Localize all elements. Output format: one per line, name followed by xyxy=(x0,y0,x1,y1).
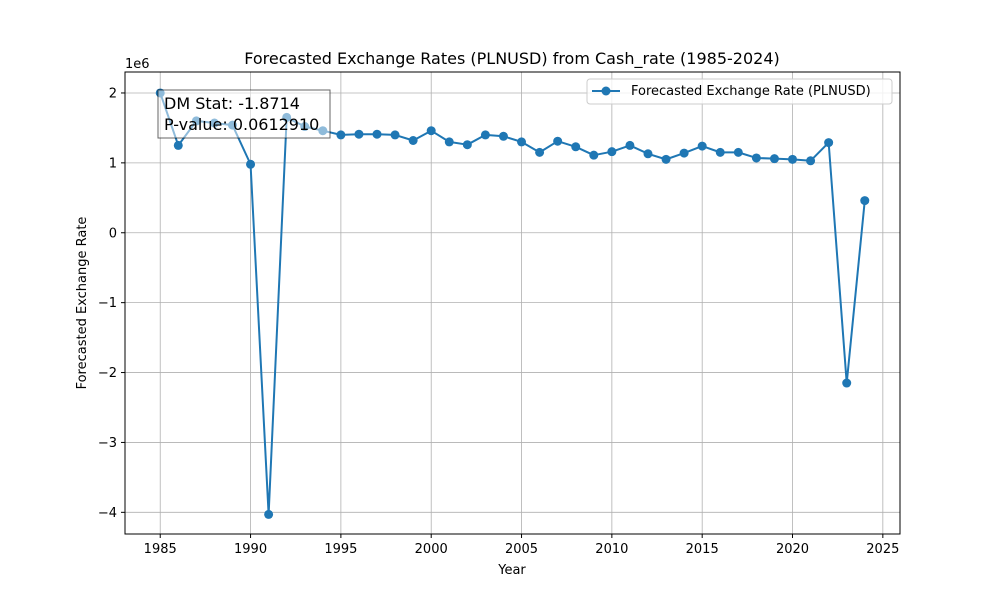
x-tick-label: 2015 xyxy=(686,542,719,557)
data-point xyxy=(336,130,346,140)
y-tick-label: 0 xyxy=(109,226,117,241)
data-point xyxy=(824,138,834,148)
data-point xyxy=(788,154,798,164)
data-point xyxy=(517,137,527,147)
x-tick-label: 2010 xyxy=(595,542,628,557)
legend-label: Forecasted Exchange Rate (PLNUSD) xyxy=(631,84,871,99)
x-tick-label: 1985 xyxy=(144,542,177,557)
y-axis-title: Forecasted Exchange Rate xyxy=(75,217,90,390)
x-axis-title: Year xyxy=(497,563,526,578)
data-point xyxy=(769,154,779,164)
y-tick-label: 1 xyxy=(109,156,117,171)
annotation-p-value: P-value: 0.0612910 xyxy=(164,115,319,134)
data-point xyxy=(715,147,725,157)
data-point xyxy=(408,135,418,145)
y-tick-label: −4 xyxy=(98,506,117,521)
y-axis: −4 −3 −2 −1 0 1 2 xyxy=(98,86,125,521)
data-point xyxy=(535,147,545,157)
data-point xyxy=(697,141,707,151)
data-point xyxy=(426,126,436,136)
data-point xyxy=(751,153,761,163)
data-point xyxy=(173,140,183,150)
x-tick-label: 2005 xyxy=(505,542,538,557)
y-tick-label: −1 xyxy=(98,296,117,311)
annotation-box xyxy=(157,89,331,139)
data-point xyxy=(589,150,599,160)
data-point xyxy=(806,156,816,166)
legend: Forecasted Exchange Rate (PLNUSD) xyxy=(586,78,893,105)
data-point xyxy=(444,137,454,147)
data-point xyxy=(354,129,364,139)
data-point xyxy=(372,129,382,139)
data-point xyxy=(553,136,563,146)
x-tick-label: 2020 xyxy=(776,542,809,557)
annotation-dm-stat: DM Stat: -1.8714 xyxy=(164,94,300,113)
data-point xyxy=(643,149,653,159)
data-point xyxy=(264,509,274,519)
chart-title: Forecasted Exchange Rates (PLNUSD) from … xyxy=(244,49,780,69)
data-point xyxy=(571,142,581,152)
grid xyxy=(125,72,900,534)
series-line xyxy=(159,92,866,516)
data-point xyxy=(480,130,490,140)
data-point xyxy=(462,140,472,150)
data-point xyxy=(607,147,617,157)
x-axis: 1985 1990 1995 2000 2005 2010 2015 2020 2025 xyxy=(144,534,899,557)
data-point xyxy=(246,159,256,169)
data-point xyxy=(498,131,508,141)
dm-stat-annotation: DM Stat: -1.8714 P-value: 0.0612910 xyxy=(157,89,331,139)
x-tick-label: 2000 xyxy=(415,542,448,557)
y-offset-label: 1e6 xyxy=(125,57,150,72)
x-tick-label: 2025 xyxy=(866,542,899,557)
y-tick-label: 2 xyxy=(109,86,117,101)
x-tick-label: 1995 xyxy=(324,542,357,557)
data-point xyxy=(860,196,870,206)
data-point xyxy=(390,130,400,140)
legend-box xyxy=(586,78,893,105)
legend-marker-swatch xyxy=(601,86,611,96)
data-point xyxy=(842,378,852,388)
x-tick-label: 1990 xyxy=(234,542,267,557)
data-point xyxy=(625,140,635,150)
data-point xyxy=(733,147,743,157)
data-point xyxy=(661,154,671,164)
y-tick-label: −2 xyxy=(98,366,117,381)
data-point xyxy=(679,148,689,158)
y-tick-label: −3 xyxy=(98,436,117,451)
